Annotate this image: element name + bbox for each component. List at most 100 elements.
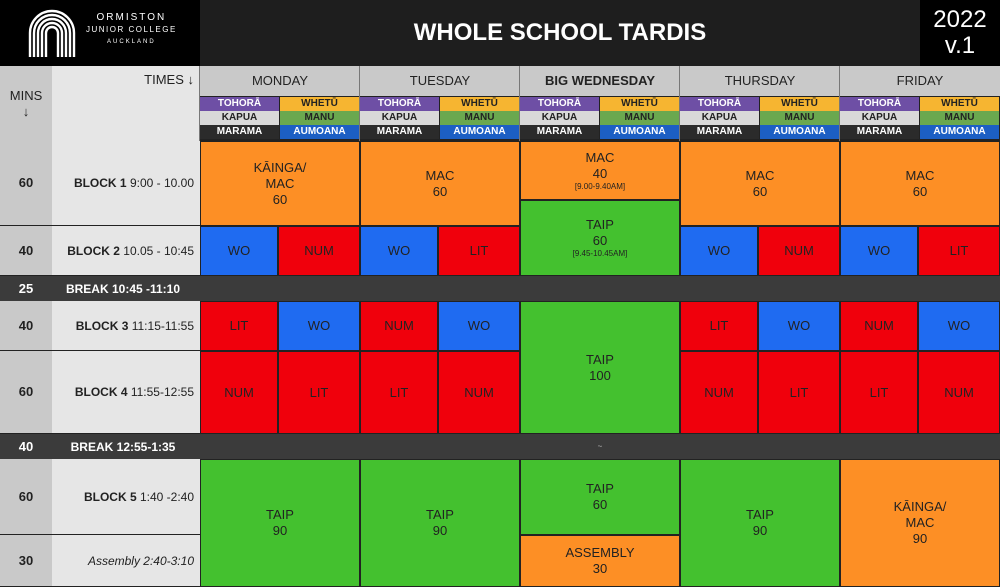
day-header: FRIDAY — [840, 66, 1000, 96]
mins-cell: 60 — [0, 351, 52, 433]
time-range: 10.05 - 10:45 — [119, 243, 194, 258]
time-cell: BREAK 12:55-1:35 — [52, 434, 200, 459]
mins-cell: 25 — [0, 276, 52, 301]
house-tag: AUMOANA — [440, 125, 519, 139]
mins-cell: 40 — [0, 226, 52, 275]
lesson-text: LIT — [709, 318, 729, 333]
house-tag: KAPUA — [680, 111, 759, 125]
house-label: MARAMA — [696, 126, 743, 137]
house-label: MARAMA — [376, 126, 423, 137]
lesson-text: LIT — [869, 384, 889, 400]
lesson-text: WO — [707, 243, 731, 258]
lesson-block: WO — [681, 227, 757, 275]
house-tag: AUMOANA — [600, 125, 679, 139]
time-cell: BLOCK 4 11:55-12:55 — [52, 351, 200, 433]
lesson-text: TAIP — [266, 507, 294, 522]
mins-cell: 40 — [0, 301, 52, 350]
house-label: AUMOANA — [613, 126, 666, 137]
lesson-block: MAC 60 — [361, 142, 519, 225]
lesson-text: 90 — [432, 523, 448, 538]
mins-cell: 60 — [0, 459, 52, 534]
house-label: MANU — [944, 112, 975, 123]
house-tag: MANU — [600, 111, 679, 125]
page-title-text: WHOLE SCHOOL TARDIS — [413, 19, 707, 46]
logo-text: ORMISTON JUNIOR COLLEGE AUCKLAND — [86, 12, 177, 48]
time-bold: BLOCK 1 — [73, 176, 127, 190]
mins-header: MINS ↓ — [0, 66, 52, 141]
lesson-text: NUM — [384, 318, 414, 333]
house-tag: WHETŪ — [600, 97, 679, 111]
page-title: WHOLE SCHOOL TARDIS — [200, 0, 920, 66]
house-label: MANU — [624, 112, 655, 123]
lesson-block: ASSEMBLY 30 — [521, 536, 679, 586]
time-range: 11:55-12:55 — [127, 385, 194, 399]
house-label: TOHORĀ — [537, 98, 582, 109]
time-cell: BLOCK 3 11:15-11:55 — [52, 301, 200, 350]
lesson-text: WO — [227, 243, 251, 258]
time-bold: BLOCK 4 — [74, 385, 128, 399]
mins-cell: 60 — [0, 141, 52, 225]
house-label: KAPUA — [701, 112, 738, 123]
house-tag: KAPUA — [360, 111, 439, 125]
time-bold: BREAK 12:55-1:35 — [70, 439, 176, 454]
house-label: MANU — [784, 112, 815, 123]
lesson-block: TAIP 90 — [201, 460, 359, 586]
house-label: KAPUA — [221, 112, 258, 123]
mins-value: 25 — [18, 280, 34, 296]
lesson-text: LIT — [309, 384, 329, 400]
lesson-text: 60 — [432, 183, 448, 199]
lesson-text: [9.45-10.45AM] — [572, 249, 628, 258]
lesson-text: 100 — [589, 367, 611, 383]
logo-line-3: AUCKLAND — [107, 39, 156, 45]
house-label: TOHORĀ — [857, 98, 902, 109]
house-tag: KAPUA — [200, 111, 279, 125]
house-label: KAPUA — [381, 112, 418, 123]
lesson-block: LIT — [681, 302, 757, 350]
mins-value: 60 — [18, 175, 34, 190]
day-label: BIG WEDNESDAY — [544, 73, 656, 88]
time-cell: Assembly 2:40-3:10 — [52, 535, 200, 586]
mins-value: 40 — [18, 317, 34, 333]
house-label: KAPUA — [861, 112, 898, 123]
lesson-block: WO — [439, 302, 519, 350]
lesson-text: NUM — [464, 384, 494, 400]
house-tag: KAPUA — [840, 111, 919, 125]
house-label: WHETŪ — [461, 98, 498, 109]
house-tag: WHETŪ — [440, 97, 519, 111]
mins-label: MINS — [9, 87, 43, 103]
house-label: MANU — [464, 112, 495, 123]
lesson-text: 60 — [272, 191, 288, 207]
lesson-block: NUM — [759, 227, 839, 275]
house-tag: WHETŪ — [760, 97, 839, 111]
house-label: TOHORĀ — [377, 98, 422, 109]
house-label: WHETŪ — [621, 98, 658, 109]
lesson-block: TAIP 60 — [521, 460, 679, 534]
lesson-block: WO — [919, 302, 999, 350]
times-header: TIMES ↓ — [52, 66, 200, 141]
fingerprint-arch-icon — [28, 9, 76, 57]
time-range: Assembly 2:40-3:10 — [87, 553, 194, 568]
lesson-block: NUM — [841, 302, 917, 350]
house-label: WHETŪ — [301, 98, 338, 109]
lesson-text: 90 — [912, 531, 928, 546]
house-tag: MANU — [920, 111, 999, 125]
lesson-block: WO — [841, 227, 917, 275]
break-bar: ~ — [200, 434, 1000, 459]
time-bold: BLOCK 2 — [67, 243, 120, 258]
house-label: MARAMA — [216, 126, 263, 137]
lesson-text: 30 — [592, 561, 608, 576]
lesson-block: WO — [759, 302, 839, 350]
house-tag: WHETŪ — [920, 97, 999, 111]
lesson-block: NUM — [201, 352, 277, 433]
column-divider — [679, 66, 680, 141]
house-label: KAPUA — [541, 112, 578, 123]
lesson-block: NUM — [361, 302, 437, 350]
lesson-text: [9.00-9.40AM] — [574, 181, 626, 191]
lesson-text: TAIP — [746, 507, 774, 522]
lesson-text: 60 — [912, 183, 928, 199]
column-divider — [359, 66, 360, 141]
lesson-text: ASSEMBLY — [565, 545, 635, 560]
lesson-block: TAIP 90 — [361, 460, 519, 586]
house-tag: MANU — [760, 111, 839, 125]
house-tag: MARAMA — [200, 125, 279, 139]
